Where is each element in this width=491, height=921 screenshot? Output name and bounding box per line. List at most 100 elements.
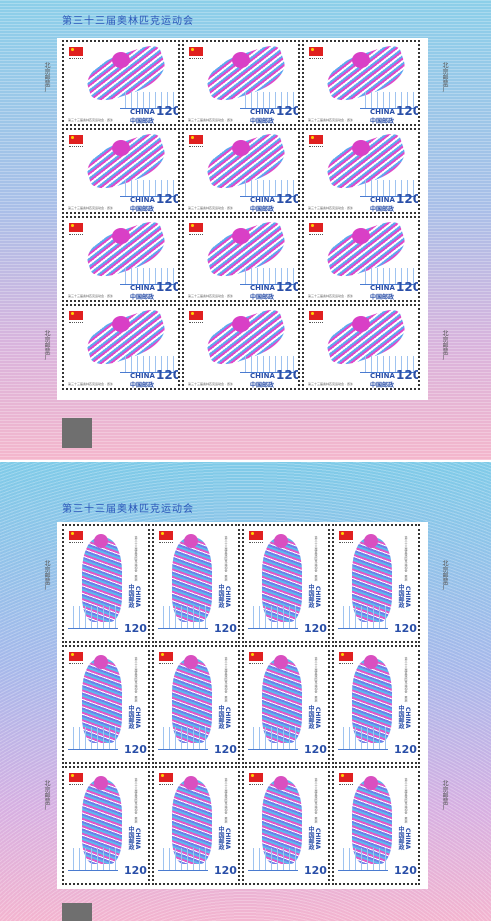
- flag: [69, 311, 83, 320]
- caption: 第三十三届奥林匹克运动会 · 攀岩: [224, 536, 228, 581]
- caption: 第三十三届奥林匹克运动会 · 攀岩: [224, 778, 228, 823]
- skyline: [120, 92, 176, 109]
- denomination: 120: [304, 622, 327, 635]
- denomination: 120: [276, 280, 300, 294]
- denomination: 120: [396, 104, 420, 118]
- country: CHINA: [130, 108, 155, 116]
- post: 中国邮政: [397, 705, 404, 729]
- swimmer-head: [112, 316, 130, 332]
- skyline: [240, 356, 296, 373]
- skyline: [360, 356, 416, 373]
- country: CHINA: [130, 372, 155, 380]
- stamp: CHINA 120 中国邮政 第三十三届奥林匹克运动会 · 游泳: [182, 304, 300, 390]
- olympic-rings: [69, 542, 83, 547]
- skyline: [158, 606, 208, 629]
- caption: 第三十三届奥林匹克运动会 · 攀岩: [134, 536, 138, 581]
- stamp: 中国邮政 CHINA 120 第三十三届奥林匹克运动会 · 攀岩: [242, 766, 330, 885]
- post: 中国邮政: [370, 382, 395, 389]
- country: CHINA: [250, 108, 275, 116]
- skyline: [360, 268, 416, 285]
- denomination: 120: [156, 192, 180, 206]
- olympic-rings: [339, 663, 353, 668]
- skyline: [120, 180, 176, 197]
- climber-head: [184, 655, 198, 669]
- swimmer-head: [232, 316, 250, 332]
- climber-head: [274, 776, 288, 790]
- country: CHINA: [134, 586, 141, 608]
- flag: [69, 652, 83, 661]
- skyline: [248, 727, 298, 750]
- flag: [339, 652, 353, 661]
- stamp: CHINA 120 中国邮政 第三十三届奥林匹克运动会 · 游泳: [62, 40, 180, 126]
- olympic-rings: [309, 146, 323, 151]
- flag: [189, 135, 203, 144]
- olympic-rings: [189, 234, 203, 239]
- swimmer-head: [232, 228, 250, 244]
- denomination: 120: [214, 622, 237, 635]
- post: 中国邮政: [250, 294, 275, 301]
- skyline: [240, 180, 296, 197]
- caption: 第三十三届奥林匹克运动会 · 攀岩: [134, 778, 138, 823]
- flag: [309, 47, 323, 56]
- caption: 第三十三届奥林匹克运动会 · 游泳: [308, 118, 353, 122]
- swimmer-head: [232, 52, 250, 68]
- stamp-sheet: 第三十三届奥林匹克运动会 北京邮票厂 北京邮票厂 北京邮票厂 北京邮票厂 CHI…: [0, 0, 491, 460]
- denomination: 120: [124, 864, 147, 877]
- post: 中国邮政: [127, 705, 134, 729]
- denomination: 120: [124, 743, 147, 756]
- side-text: 北京邮票厂: [441, 330, 448, 360]
- stamp: CHINA 120 中国邮政 第三十三届奥林匹克运动会 · 游泳: [62, 128, 180, 214]
- denomination: 120: [304, 864, 327, 877]
- flag: [309, 223, 323, 232]
- caption: 第三十三届奥林匹克运动会 · 攀岩: [314, 778, 318, 823]
- swimmer-head: [352, 228, 370, 244]
- caption: 第三十三届奥林匹克运动会 · 游泳: [68, 206, 113, 210]
- country: CHINA: [370, 196, 395, 204]
- denomination: 120: [394, 743, 417, 756]
- caption: 第三十三届奥林匹克运动会 · 游泳: [68, 118, 113, 122]
- sheet-title: 第三十三届奥林匹克运动会: [62, 504, 194, 515]
- climber-head: [94, 655, 108, 669]
- country: CHINA: [370, 372, 395, 380]
- olympic-rings: [159, 784, 173, 789]
- swimmer-head: [352, 140, 370, 156]
- country: CHINA: [370, 284, 395, 292]
- stamp: CHINA 120 中国邮政 第三十三届奥林匹克运动会 · 游泳: [62, 216, 180, 302]
- flag: [69, 773, 83, 782]
- flag: [189, 223, 203, 232]
- stamp: 中国邮政 CHINA 120 第三十三届奥林匹克运动会 · 攀岩: [152, 524, 240, 643]
- olympic-rings: [339, 784, 353, 789]
- flag: [159, 531, 173, 540]
- post: 中国邮政: [397, 584, 404, 608]
- side-text: 北京邮票厂: [441, 560, 448, 590]
- olympic-rings: [249, 542, 263, 547]
- flag: [189, 311, 203, 320]
- skyline: [68, 727, 118, 750]
- flag: [249, 531, 263, 540]
- skyline: [338, 606, 388, 629]
- caption: 第三十三届奥林匹克运动会 · 游泳: [68, 294, 113, 298]
- post: 中国邮政: [127, 826, 134, 850]
- olympic-rings: [309, 58, 323, 63]
- denomination: 120: [214, 864, 237, 877]
- olympic-rings: [309, 234, 323, 239]
- country: CHINA: [314, 828, 321, 850]
- post: 中国邮政: [250, 118, 275, 125]
- climber-head: [94, 776, 108, 790]
- color-block: [62, 418, 92, 448]
- stamp: 中国邮政 CHINA 120 第三十三届奥林匹克运动会 · 攀岩: [62, 524, 150, 643]
- side-text: 北京邮票厂: [441, 780, 448, 810]
- flag: [189, 47, 203, 56]
- country: CHINA: [250, 372, 275, 380]
- denomination: 120: [156, 280, 180, 294]
- flag: [159, 652, 173, 661]
- side-text: 北京邮票厂: [43, 780, 50, 810]
- olympic-rings: [69, 234, 83, 239]
- skyline: [248, 606, 298, 629]
- denomination: 120: [156, 104, 180, 118]
- swimmer-head: [112, 228, 130, 244]
- stamp: 中国邮政 CHINA 120 第三十三届奥林匹克运动会 · 攀岩: [242, 645, 330, 764]
- post: 中国邮政: [370, 118, 395, 125]
- caption: 第三十三届奥林匹克运动会 · 游泳: [188, 294, 233, 298]
- post: 中国邮政: [217, 826, 224, 850]
